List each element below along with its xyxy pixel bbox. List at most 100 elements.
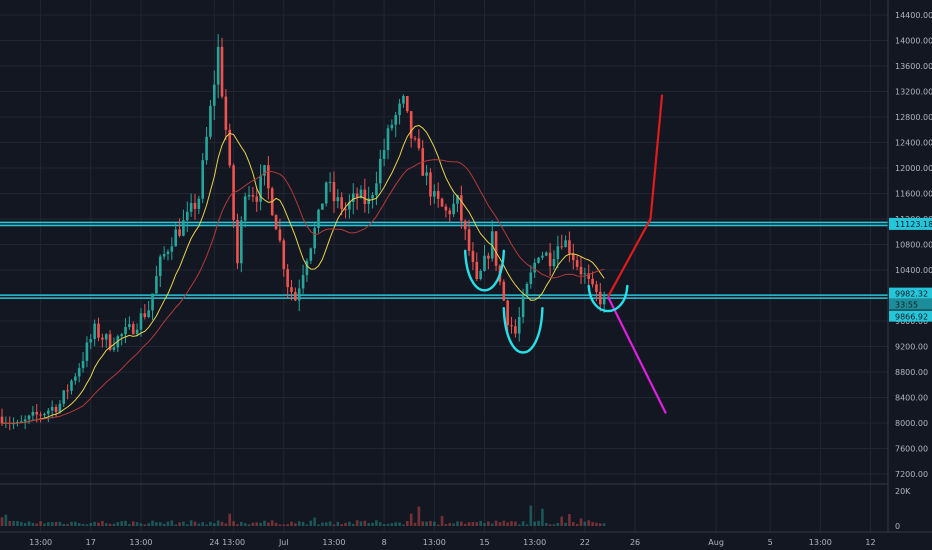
volume-bar [243,523,247,526]
candle-body [402,95,405,104]
volume-bar [487,521,490,526]
candle-body [135,329,139,334]
volume-bar [475,522,479,526]
time-tick-label: 12 [865,538,875,547]
volume-bar [240,521,243,526]
volume-bar [62,523,66,526]
time-tick-label: 13:00 [322,538,345,547]
candle-body [74,376,77,381]
candle-body [375,183,378,196]
candle-body [228,129,232,166]
price-tick-label: 8400.00 [895,394,928,403]
candle-body [220,46,224,97]
candle-body [313,227,316,249]
volume-bar [375,520,378,526]
candle-body [564,240,567,248]
volume-bar [371,522,374,526]
volume-bar [359,521,363,526]
volume-bar [20,522,23,526]
volume-bar [93,521,96,526]
candle-body [23,419,27,422]
volume-bar [456,521,459,526]
volume-bar [43,523,46,526]
candle-body [162,253,166,257]
volume-bar [267,522,270,526]
volume-bar [479,520,482,526]
volume-bar [521,521,525,526]
volume-bar [579,518,583,526]
volume-bar [541,508,544,526]
candle-body [444,206,448,211]
candle-body [50,406,54,411]
candle-body [544,252,548,256]
candle-body [359,189,363,198]
projection-line [607,296,667,414]
candle-body [517,317,521,334]
candle-body [394,115,398,125]
candle-body [355,193,359,198]
candle-body [31,411,35,416]
volume-bar [444,524,448,526]
candle-body [494,231,498,266]
candle-body [70,380,73,391]
volume-bar [321,522,324,526]
volume-bar [197,523,201,526]
volume-bar [155,522,158,526]
price-tick-label: 10400.00 [895,266,932,275]
candle-body [587,273,591,279]
price-tick-label: 14400.00 [895,11,932,20]
volume-bar [552,524,556,526]
volume-bar [228,513,232,526]
volume-bar [571,522,575,526]
volume-bar [31,522,35,526]
pattern-arc [464,249,505,292]
candle-body [602,296,606,305]
volume-bar [112,523,116,526]
candle-body [406,95,409,112]
volume-bar [263,520,266,526]
price-tick-label: 11600.00 [895,190,932,199]
volume-bar [158,522,162,526]
volume-bar [602,523,606,526]
candle-body [213,84,216,106]
volume-bar [355,520,359,526]
price-tick-label: 13200.00 [895,88,932,97]
volume-bar [317,524,320,526]
volume-bar [398,522,401,526]
candle-body [155,276,158,294]
volume-bar [301,521,305,526]
candle-body [297,288,301,301]
volume-bar [344,522,347,526]
volume-bar [185,524,189,526]
candle-body [93,323,96,340]
candle-body [101,337,104,340]
volume-bar [12,520,15,526]
volume-bar [23,522,27,526]
price-tick-label: 7200.00 [895,470,928,479]
candle-body [591,278,594,285]
candle-body [20,421,23,423]
volume-bar [189,520,193,526]
volume-bar [247,524,251,526]
candle-body [224,96,228,130]
candle-body [251,195,255,197]
candle-body [336,197,340,202]
candle-body [178,229,181,236]
volume-bar [336,521,340,526]
volume-bar [58,521,62,526]
volume-bar [390,523,394,526]
volume-bar [340,524,343,526]
volume-bar [328,521,332,526]
volume-bar [205,524,208,526]
candle-body [290,287,293,293]
volume-bar [70,521,73,526]
price-tick-label: 12000.00 [895,164,932,173]
candle-body [43,413,46,416]
candle-body [54,406,58,412]
candle-body [174,229,177,247]
time-tick-label: 22 [580,538,590,547]
volume-bar [274,522,278,526]
volume-bars [0,505,606,526]
